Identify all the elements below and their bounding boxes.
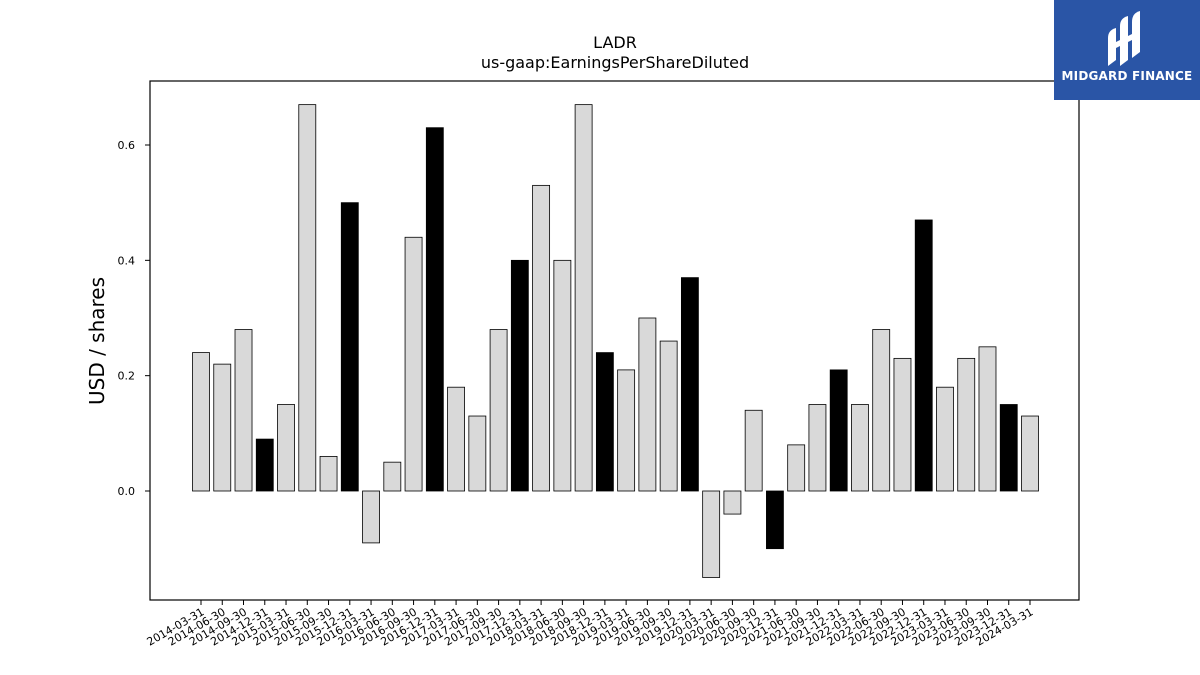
bar-2014-12-31 <box>255 438 274 492</box>
bar-2021-12-31 <box>829 369 848 492</box>
y-axis-label: USD / shares <box>85 277 109 405</box>
bar-2018-09-30 <box>574 104 593 492</box>
bar-2021-06-30 <box>787 444 806 492</box>
bar-2014-06-30 <box>213 363 232 492</box>
logo-text: MIDGARD FINANCE <box>1061 69 1193 83</box>
bar-2014-03-31 <box>192 352 210 492</box>
bar-2022-12-31 <box>914 219 933 492</box>
bar-2019-09-30 <box>659 340 678 492</box>
bar-2016-09-30 <box>404 236 423 492</box>
plot-frame <box>149 80 1080 601</box>
bar-2016-12-31 <box>425 127 444 492</box>
bar-2016-03-31 <box>362 490 380 544</box>
bar-2018-06-30 <box>553 259 572 492</box>
bar-2023-09-30 <box>978 346 997 492</box>
y-tick-label: 0.6 <box>118 139 136 152</box>
chart-subtitle: us-gaap:EarningsPerShareDiluted <box>481 53 749 72</box>
bar-2015-03-31 <box>277 404 295 492</box>
bar-2015-06-30 <box>298 104 317 492</box>
bar-2020-03-31 <box>702 490 721 578</box>
x-ticks-group: 2014-03-312014-06-302014-09-302014-12-31… <box>145 600 1036 649</box>
bar-2017-12-31 <box>510 259 529 492</box>
bar-2023-06-30 <box>957 357 976 492</box>
bar-2020-09-30 <box>744 409 763 492</box>
bar-2019-06-30 <box>638 317 657 492</box>
bar-2022-03-31 <box>851 404 869 492</box>
y-tick-label: 0.4 <box>118 254 136 267</box>
bar-2015-09-30 <box>319 455 338 492</box>
y-ticks-group: 0.0 0.2 0.4 0.6 <box>118 139 150 498</box>
bar-2020-12-31 <box>766 490 784 550</box>
bar-2019-12-31 <box>680 277 699 492</box>
bar-2021-09-30 <box>808 404 827 492</box>
y-tick-label: 0.2 <box>118 370 136 383</box>
y-tick-label: 0.0 <box>118 485 136 498</box>
bar-2022-06-30 <box>872 329 891 492</box>
bar-2024-03-31 <box>1021 415 1039 492</box>
bar-2017-09-30 <box>489 329 508 492</box>
bar-2023-03-31 <box>936 386 954 492</box>
chart-title: LADR <box>593 33 637 52</box>
bar-2020-06-30 <box>723 490 742 515</box>
bar-2015-12-31 <box>340 202 359 492</box>
bar-2014-09-30 <box>234 329 253 492</box>
bar-2018-12-31 <box>595 352 614 492</box>
bar-2017-06-30 <box>468 415 487 492</box>
bar-2016-06-30 <box>383 461 402 492</box>
bar-2017-03-31 <box>447 386 465 492</box>
brand-logo: MIDGARD FINANCE <box>1054 0 1200 100</box>
midgard-logo-icon <box>1108 11 1140 66</box>
bar-2018-03-31 <box>532 184 551 492</box>
bar-2022-09-30 <box>893 357 912 492</box>
bars-group <box>192 104 1039 578</box>
bar-2019-03-31 <box>617 369 636 492</box>
bar-2023-12-31 <box>999 404 1018 492</box>
